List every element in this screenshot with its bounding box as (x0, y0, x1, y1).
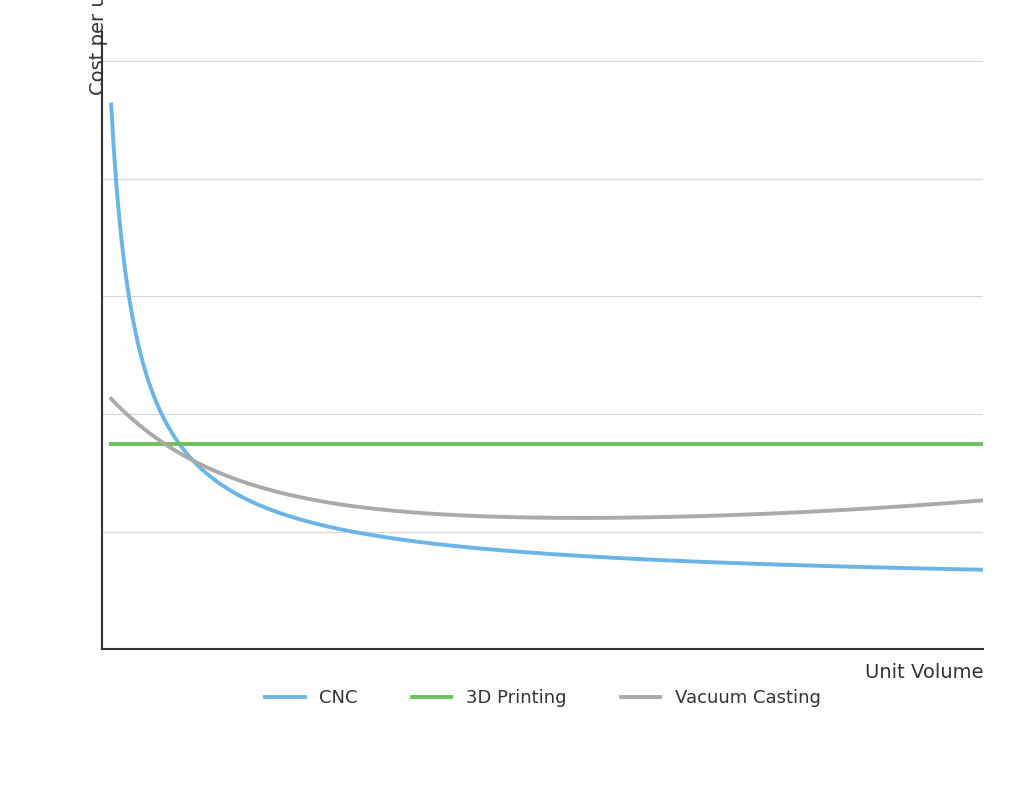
Line: CNC: CNC (112, 105, 983, 569)
3D Printing (785, 439, 798, 448)
3D Printing (195, 439, 207, 448)
CNC (458, 543, 470, 552)
CNC (785, 560, 798, 569)
Vacuum Casting (977, 496, 989, 505)
Vacuum Casting (489, 512, 502, 521)
Legend: CNC, 3D Printing, Vacuum Casting: CNC, 3D Printing, Vacuum Casting (258, 682, 827, 714)
3D Printing (458, 439, 470, 448)
Vacuum Casting (575, 513, 588, 523)
3D Printing (489, 439, 502, 448)
CNC (105, 100, 118, 109)
Vacuum Casting (195, 459, 207, 469)
CNC (977, 565, 989, 574)
Vacuum Casting (802, 507, 814, 516)
CNC (195, 463, 207, 473)
Y-axis label: Cost per unit: Cost per unit (88, 0, 108, 95)
CNC (703, 558, 716, 567)
X-axis label: Unit Volume: Unit Volume (864, 664, 983, 683)
Vacuum Casting (458, 511, 470, 520)
CNC (489, 545, 502, 554)
3D Printing (801, 439, 813, 448)
Line: Vacuum Casting: Vacuum Casting (112, 399, 983, 518)
Vacuum Casting (785, 508, 798, 517)
3D Printing (977, 439, 989, 448)
CNC (801, 561, 813, 570)
3D Printing (105, 439, 118, 448)
3D Printing (703, 439, 716, 448)
Vacuum Casting (705, 511, 717, 520)
Vacuum Casting (105, 394, 118, 404)
